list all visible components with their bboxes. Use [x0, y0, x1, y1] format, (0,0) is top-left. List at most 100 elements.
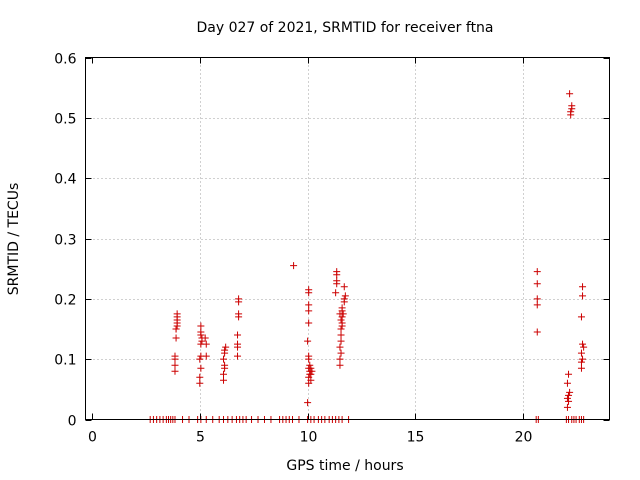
data-point [305, 352, 313, 360]
y-tick-label: 0.5 [54, 112, 76, 128]
data-point [568, 102, 576, 110]
data-point [171, 361, 179, 369]
data-point [202, 340, 210, 348]
data-point [197, 364, 205, 372]
data-point [533, 301, 541, 309]
data-point [336, 355, 344, 363]
axis-ticks: 0 5 10 15 20 0 0.1 0.2 0.3 0.4 0.5 0.6 [54, 52, 610, 446]
data-point [235, 310, 243, 318]
x-tick-label: 0 [88, 430, 97, 446]
data-point [171, 352, 179, 360]
data-point [197, 328, 205, 336]
data-point [171, 367, 179, 375]
data-point [579, 283, 587, 291]
data-point [337, 337, 345, 345]
data-point [220, 376, 228, 384]
data-point [341, 292, 349, 300]
data-point [337, 325, 345, 333]
data-point [336, 310, 344, 318]
data-point [338, 322, 346, 330]
data-point [577, 349, 585, 357]
data-point [172, 334, 180, 342]
data-point [579, 292, 587, 300]
data-point [202, 352, 210, 360]
y-tick-label: 0 [68, 414, 77, 430]
data-point [533, 268, 541, 276]
data-point [336, 361, 344, 369]
data-point [172, 325, 180, 333]
data-point [565, 397, 573, 405]
data-point [533, 280, 541, 288]
data-point [577, 358, 585, 366]
plot-frame [85, 57, 610, 420]
data-point [563, 379, 571, 387]
data-point [220, 355, 228, 363]
data-point [234, 352, 242, 360]
data-point [307, 364, 315, 372]
data-point [173, 310, 181, 318]
data-point [533, 328, 541, 336]
data-points [146, 90, 588, 423]
data-point [567, 108, 575, 116]
data-point [220, 370, 228, 378]
data-point [305, 307, 313, 315]
x-tick-label: 10 [300, 430, 318, 446]
data-point [307, 376, 315, 384]
data-point [222, 343, 230, 351]
x-axis-label: GPS time / hours [286, 458, 403, 474]
data-point [566, 388, 574, 396]
y-tick-label: 0.3 [54, 233, 76, 249]
data-point [577, 313, 585, 321]
data-point [565, 391, 573, 399]
y-tick-label: 0.6 [54, 52, 76, 68]
data-point [337, 316, 345, 324]
data-point [304, 399, 312, 407]
data-point [566, 90, 574, 98]
data-point [333, 277, 341, 285]
y-axis-label: SRMTID / TECUs [6, 183, 22, 296]
data-point [304, 337, 312, 345]
data-point [196, 355, 204, 363]
y-tick-label: 0.1 [54, 353, 76, 369]
data-point [306, 361, 314, 369]
data-point [308, 367, 316, 375]
data-point [579, 355, 587, 363]
data-point [565, 370, 573, 378]
data-point [305, 301, 313, 309]
data-point [307, 370, 315, 378]
data-point [196, 373, 204, 381]
data-point [333, 268, 341, 276]
y-tick-label: 0.4 [54, 172, 76, 188]
data-point [290, 262, 298, 270]
data-point [235, 295, 243, 303]
data-point [221, 361, 229, 369]
chart-title: Day 027 of 2021, SRMTID for receiver ftn… [196, 20, 493, 36]
data-point [533, 295, 541, 303]
data-point [340, 283, 348, 291]
data-point [234, 331, 242, 339]
data-point [305, 319, 313, 327]
data-point [338, 304, 346, 312]
data-point [234, 340, 242, 348]
data-point [337, 349, 345, 357]
data-point [577, 364, 585, 372]
data-point [196, 379, 204, 387]
data-point [337, 331, 345, 339]
data-point [201, 334, 209, 342]
x-tick-label: 15 [407, 430, 425, 446]
y-tick-label: 0.2 [54, 293, 76, 309]
data-point [197, 322, 205, 330]
data-point [340, 295, 348, 303]
data-point [580, 343, 588, 351]
data-point [579, 340, 587, 348]
x-tick-label: 5 [196, 430, 205, 446]
data-point [336, 343, 344, 351]
data-point [305, 286, 313, 294]
data-point [332, 289, 340, 297]
data-point [221, 346, 229, 354]
data-point [563, 403, 571, 411]
data-point [563, 394, 571, 402]
grid [85, 57, 610, 420]
x-tick-label: 20 [515, 430, 533, 446]
